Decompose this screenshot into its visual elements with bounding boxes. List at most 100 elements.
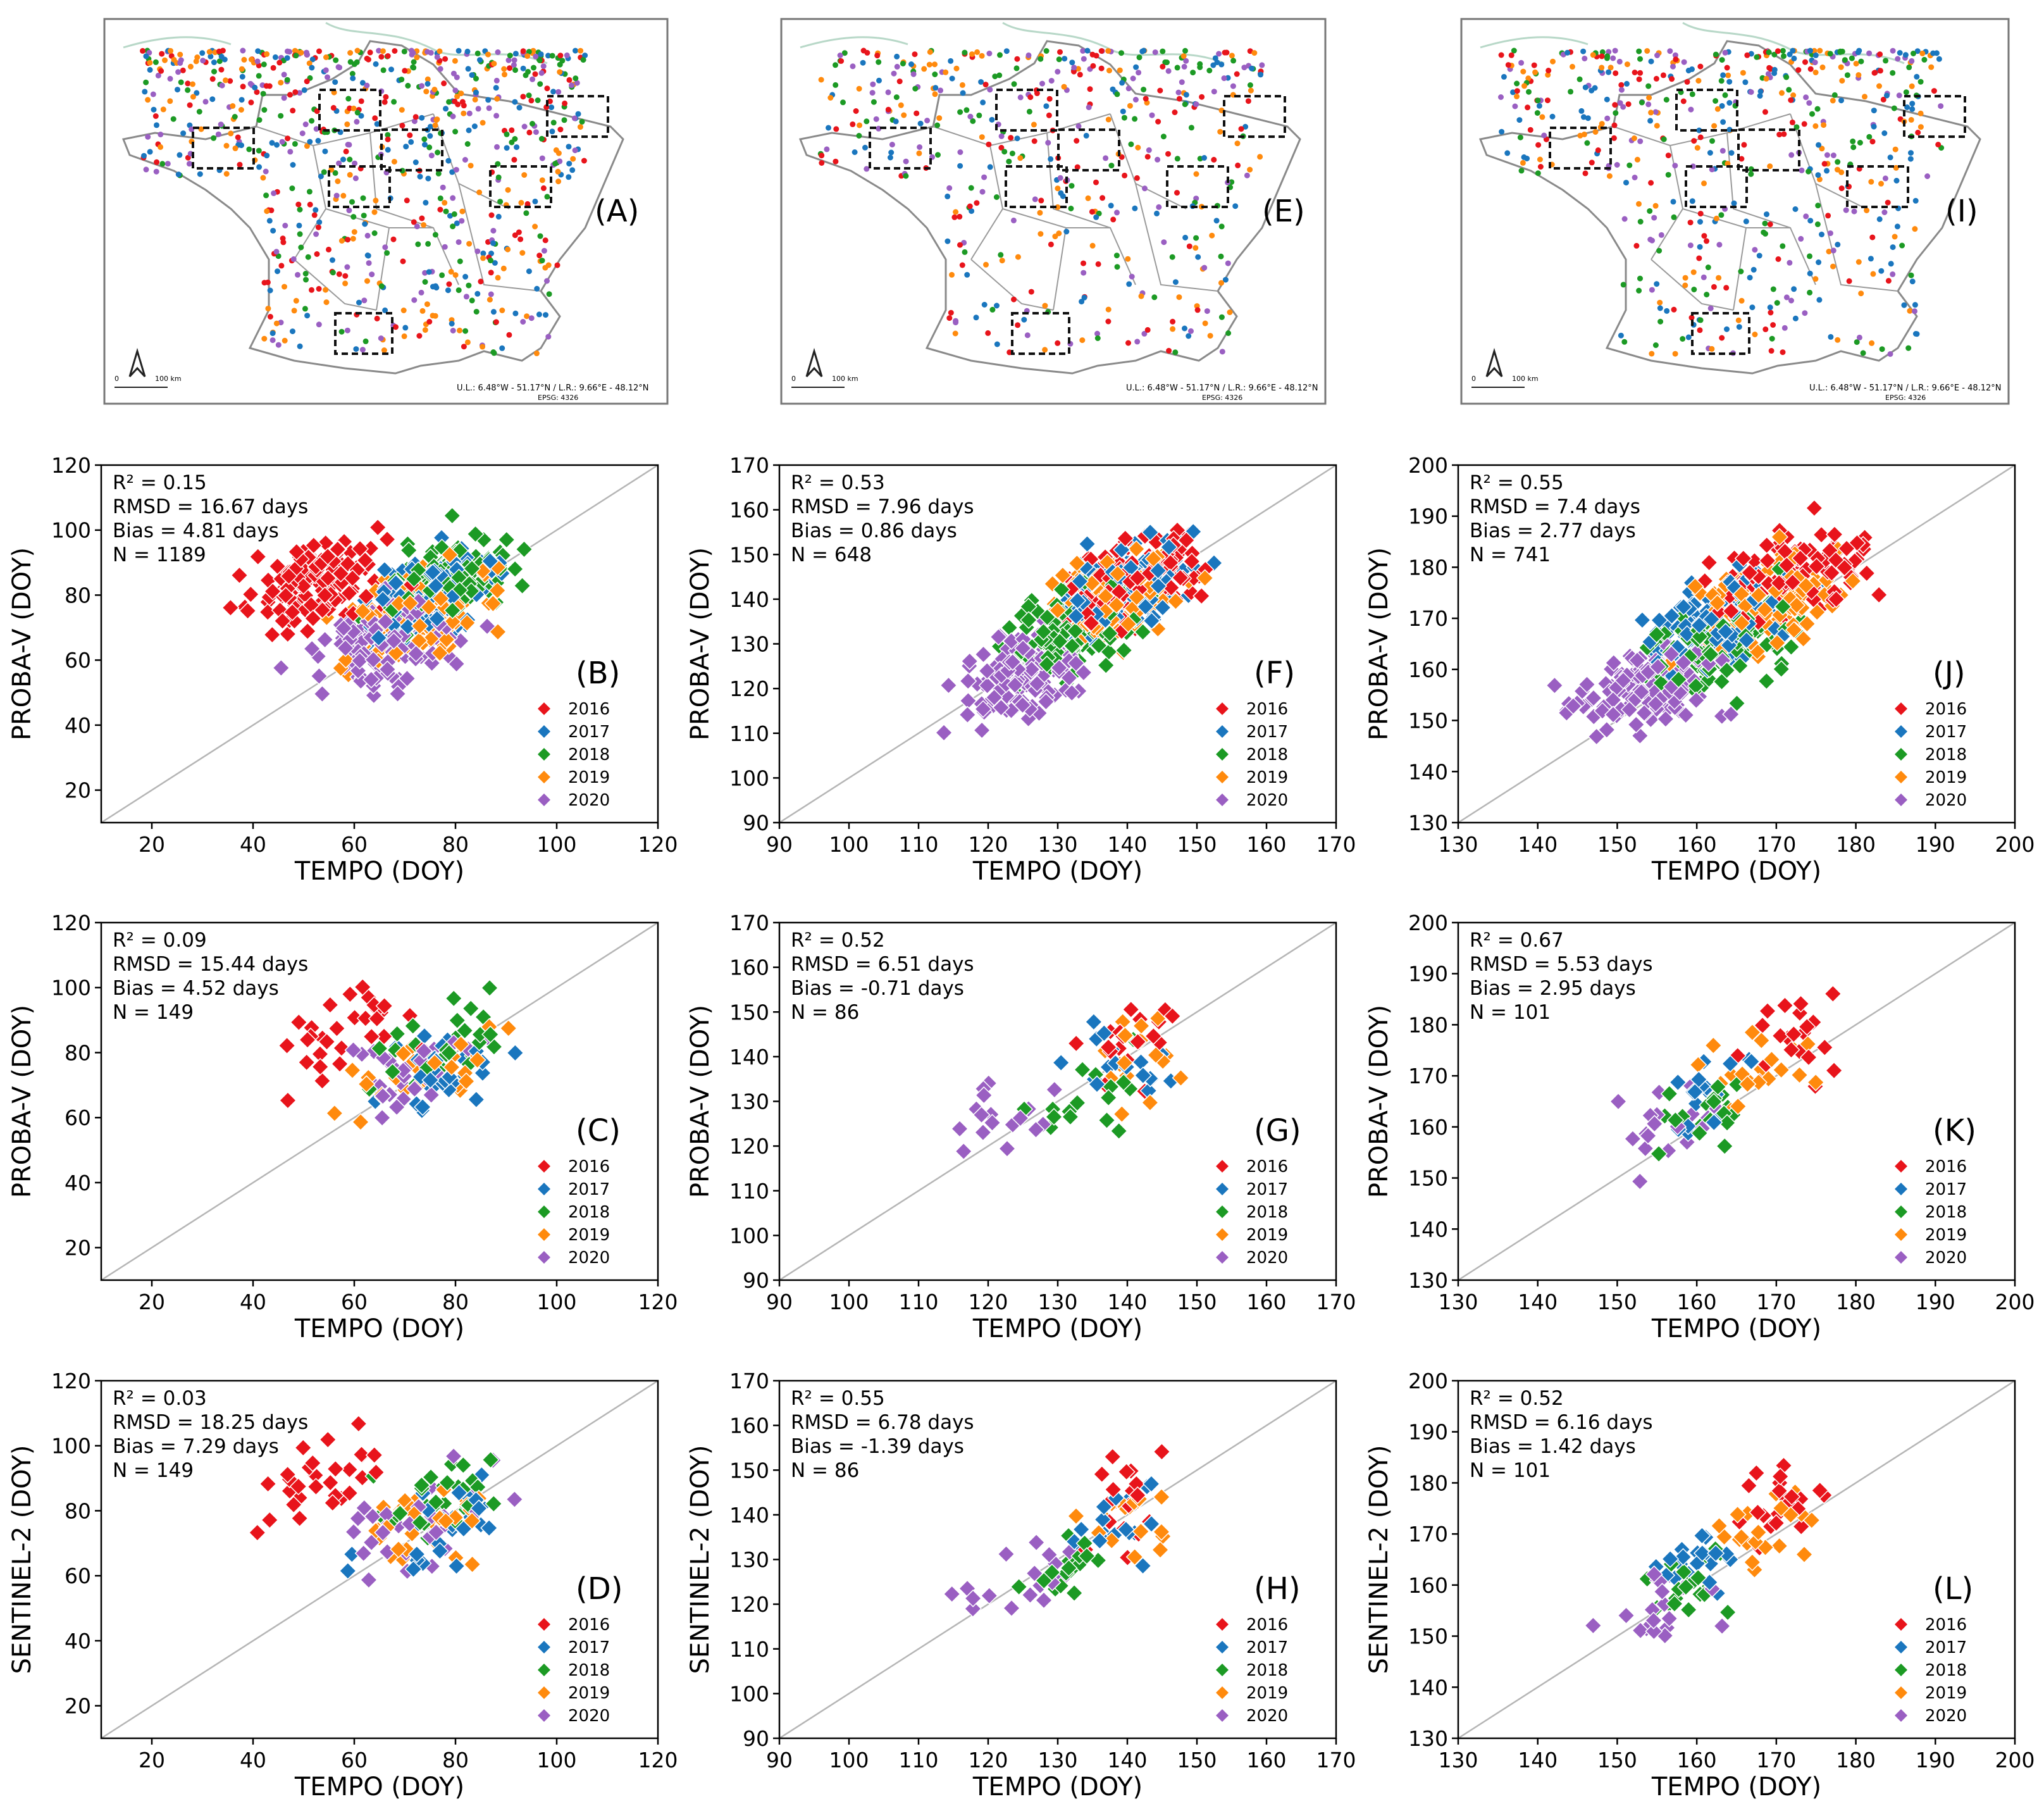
legend-label: 2017 — [568, 723, 610, 742]
site-dot — [1234, 140, 1241, 147]
x-tick-label: 40 — [240, 1290, 266, 1314]
site-dot — [1182, 235, 1189, 240]
site-dot — [962, 49, 968, 56]
point-2019 — [499, 1019, 517, 1038]
site-dot — [1211, 156, 1217, 163]
point-2018 — [1134, 623, 1152, 641]
site-dot — [307, 139, 313, 145]
site-dot — [1510, 89, 1516, 96]
site-dot — [1544, 97, 1551, 104]
site-dot — [1636, 76, 1642, 82]
y-tick-label: 20 — [65, 1694, 91, 1719]
point-2016 — [1789, 1500, 1807, 1518]
site-dot — [493, 113, 500, 119]
legend-marker-2016 — [538, 1160, 550, 1173]
point-2017 — [1143, 612, 1161, 630]
site-dot — [957, 213, 963, 220]
site-dot — [211, 135, 217, 141]
site-dot — [1786, 87, 1792, 93]
site-dot — [246, 146, 252, 153]
site-dot — [870, 81, 876, 87]
site-dot — [1812, 52, 1819, 58]
x-tick-label: 170 — [1316, 832, 1356, 857]
site-dot — [275, 342, 282, 348]
point-2020 — [958, 706, 977, 724]
site-dot — [1164, 59, 1170, 65]
data-points — [248, 1414, 524, 1589]
site-dot — [323, 299, 330, 306]
site-dot — [959, 82, 965, 88]
point-2018 — [1705, 1092, 1723, 1111]
site-dot — [1857, 140, 1863, 146]
point-2018 — [388, 1024, 406, 1043]
point-2016 — [1129, 1486, 1147, 1504]
site-dot — [190, 94, 196, 100]
point-2016 — [1776, 996, 1794, 1015]
site-dot — [437, 48, 443, 54]
site-dot — [569, 82, 574, 89]
site-dot — [154, 159, 160, 165]
site-dot — [304, 51, 311, 58]
point-2020 — [1604, 654, 1623, 672]
site-dot — [1218, 61, 1225, 68]
point-2020 — [934, 723, 953, 742]
site-dot — [924, 118, 931, 123]
point-2020 — [388, 1098, 406, 1116]
point-2020 — [376, 613, 395, 631]
site-dot — [1681, 59, 1687, 65]
legend-label: 2019 — [1925, 1226, 1967, 1245]
site-dot — [1769, 335, 1775, 342]
site-dot — [1126, 281, 1132, 287]
site-dot — [1089, 209, 1095, 215]
point-2016 — [1099, 1038, 1118, 1057]
site-dot — [254, 58, 261, 65]
y-tick-label: 120 — [729, 1592, 769, 1617]
site-dot — [237, 161, 243, 168]
point-2019 — [1772, 1061, 1790, 1079]
point-2016 — [299, 622, 317, 640]
point-2019 — [1067, 1507, 1086, 1525]
site-dot — [255, 48, 261, 54]
stats-text: R² = 0.09 — [113, 929, 207, 952]
site-dot — [1718, 78, 1725, 84]
y-tick-label: 40 — [65, 1171, 91, 1195]
point-2017 — [481, 552, 499, 570]
legend-marker-2019 — [1895, 771, 1907, 783]
point-2017 — [1705, 1113, 1723, 1131]
panel-label: (L) — [1933, 1571, 1973, 1607]
point-2017 — [1663, 607, 1681, 625]
point-2018 — [1038, 608, 1056, 626]
y-tick-label: 170 — [729, 453, 769, 478]
site-dot — [215, 131, 221, 137]
legend-label: 2018 — [568, 1203, 610, 1222]
site-dot — [374, 315, 380, 321]
site-dot — [424, 301, 430, 308]
site-dot — [850, 63, 856, 70]
site-dot — [1098, 65, 1105, 72]
panel-label: (D) — [576, 1571, 622, 1607]
site-dot — [426, 318, 433, 325]
point-2020 — [407, 644, 425, 663]
site-dot — [546, 291, 552, 297]
point-2018 — [462, 559, 481, 578]
site-dot — [1812, 276, 1819, 282]
site-dot — [313, 126, 319, 132]
point-2017 — [1072, 1520, 1091, 1539]
site-dot — [269, 140, 275, 146]
site-dot — [1776, 132, 1783, 138]
site-dot — [1526, 89, 1532, 95]
site-dot — [1722, 92, 1728, 98]
site-dot — [290, 162, 296, 168]
x-tick-label: 120 — [969, 832, 1008, 857]
site-dot — [1658, 232, 1664, 238]
site-dot — [218, 121, 224, 128]
y-tick-label: 100 — [729, 1223, 769, 1248]
site-dot — [1637, 275, 1643, 282]
site-dot — [218, 54, 225, 59]
site-dot — [414, 223, 420, 230]
site-dot — [873, 116, 879, 122]
point-2016 — [1129, 569, 1147, 587]
point-2016 — [323, 1493, 342, 1512]
point-2019 — [389, 1540, 408, 1559]
site-dot — [407, 132, 413, 139]
